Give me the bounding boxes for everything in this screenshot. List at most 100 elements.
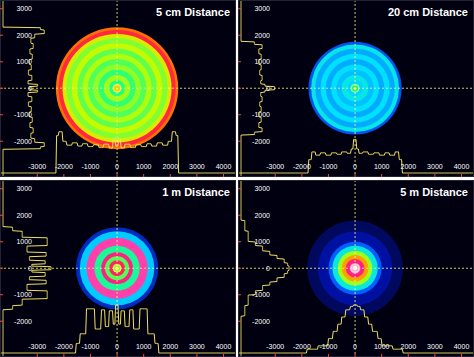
y-tick-label: 1000 bbox=[254, 58, 270, 65]
crosshair-v bbox=[355, 180, 356, 357]
x-tick bbox=[90, 174, 91, 177]
y-tick bbox=[0, 141, 3, 142]
y-profile bbox=[241, 180, 289, 357]
frame bbox=[239, 1, 474, 177]
y-tick bbox=[238, 215, 241, 216]
x-tick bbox=[117, 174, 118, 177]
y-tick bbox=[0, 88, 3, 89]
x-tick bbox=[355, 174, 356, 177]
y-tick bbox=[0, 321, 3, 322]
x-profile bbox=[0, 305, 236, 353]
x-tick bbox=[63, 354, 64, 357]
x-profile bbox=[0, 132, 236, 173]
y-tick-label: 0 bbox=[28, 85, 32, 92]
x-tick bbox=[37, 354, 38, 357]
figure: -3000 -2000 -1000 0 1000 2000 3000 4000 -2000 -10… bbox=[0, 0, 474, 357]
x-tick-label: -2000 bbox=[293, 163, 311, 170]
x-tick-label: -2000 bbox=[55, 343, 73, 350]
x-tick bbox=[301, 354, 302, 357]
x-tick bbox=[223, 174, 224, 177]
x-tick bbox=[143, 354, 144, 357]
x-tick bbox=[461, 354, 462, 357]
y-tick bbox=[238, 88, 241, 89]
y-tick-label: 1000 bbox=[16, 58, 32, 65]
x-tick-label: -3000 bbox=[266, 343, 284, 350]
y-tick-label: -1000 bbox=[252, 111, 270, 118]
x-tick bbox=[196, 174, 197, 177]
y-tick-label: -2000 bbox=[14, 318, 32, 325]
panel-background bbox=[238, 180, 474, 357]
x-profile bbox=[238, 305, 474, 353]
y-tick bbox=[238, 321, 241, 322]
x-tick bbox=[223, 354, 224, 357]
y-tick bbox=[0, 188, 3, 189]
x-tick-label: 3000 bbox=[427, 163, 443, 170]
x-tick bbox=[275, 174, 276, 177]
y-tick-label: 3000 bbox=[254, 5, 270, 12]
x-tick bbox=[328, 174, 329, 177]
panel: -3000-2000-100001000200030004000-2000-10… bbox=[238, 180, 474, 357]
y-tick bbox=[0, 35, 3, 36]
center-marker bbox=[351, 264, 359, 272]
x-tick-label: -3000 bbox=[28, 343, 46, 350]
y-tick-label: 2000 bbox=[16, 32, 32, 39]
y-tick-label: -1000 bbox=[14, 111, 32, 118]
y-tick bbox=[0, 241, 3, 242]
y-tick-label: -2000 bbox=[252, 318, 270, 325]
x-tick-label: -1000 bbox=[82, 343, 100, 350]
x-tick-label: 0 bbox=[353, 163, 357, 170]
y-tick bbox=[238, 268, 241, 269]
x-tick-label: 4000 bbox=[454, 343, 470, 350]
x-tick bbox=[408, 354, 409, 357]
y-tick bbox=[0, 114, 3, 115]
panel-background bbox=[0, 180, 236, 357]
x-tick-label: 1000 bbox=[136, 343, 152, 350]
panel: -3000-2000-100001000200030004000-2000-10… bbox=[0, 180, 236, 357]
x-tick bbox=[461, 174, 462, 177]
x-tick bbox=[143, 174, 144, 177]
x-tick bbox=[170, 174, 171, 177]
y-tick-label: 2000 bbox=[16, 212, 32, 219]
x-tick bbox=[381, 174, 382, 177]
x-profile bbox=[238, 139, 474, 173]
frame bbox=[1, 1, 236, 177]
x-tick-label: 1000 bbox=[374, 163, 390, 170]
panel-background bbox=[238, 0, 474, 177]
center-marker bbox=[113, 84, 121, 92]
y-tick bbox=[238, 188, 241, 189]
panel-title: 5 cm Distance bbox=[156, 6, 230, 18]
x-tick bbox=[381, 354, 382, 357]
y-tick-label: -2000 bbox=[14, 138, 32, 145]
y-tick-label: 0 bbox=[266, 85, 270, 92]
panel-title: 1 m Distance bbox=[162, 186, 230, 198]
x-tick-label: 1000 bbox=[374, 343, 390, 350]
x-tick-label: 2000 bbox=[400, 343, 416, 350]
y-tick bbox=[0, 294, 3, 295]
x-tick-label: -2000 bbox=[293, 343, 311, 350]
y-tick-label: 3000 bbox=[16, 5, 32, 12]
crosshair-v bbox=[117, 180, 118, 357]
x-tick bbox=[434, 174, 435, 177]
panel-background bbox=[0, 0, 236, 177]
panel-title: 20 cm Distance bbox=[388, 6, 468, 18]
plot-area bbox=[238, 180, 474, 357]
crosshair-v bbox=[355, 0, 356, 177]
x-tick bbox=[90, 354, 91, 357]
x-tick-label: -2000 bbox=[55, 163, 73, 170]
y-tick-label: 3000 bbox=[16, 185, 32, 192]
x-tick-label: -1000 bbox=[82, 163, 100, 170]
y-profile bbox=[3, 180, 51, 357]
panel-title: 5 m Distance bbox=[400, 186, 468, 198]
x-tick-label: 3000 bbox=[189, 343, 205, 350]
x-tick bbox=[196, 354, 197, 357]
plot-area bbox=[0, 0, 236, 177]
y-tick-label: 2000 bbox=[254, 212, 270, 219]
y-tick bbox=[0, 61, 3, 62]
y-tick-label: -1000 bbox=[252, 291, 270, 298]
x-tick bbox=[328, 354, 329, 357]
x-tick bbox=[63, 174, 64, 177]
x-tick bbox=[408, 174, 409, 177]
center-marker bbox=[113, 264, 121, 272]
x-tick bbox=[275, 354, 276, 357]
y-tick bbox=[238, 141, 241, 142]
